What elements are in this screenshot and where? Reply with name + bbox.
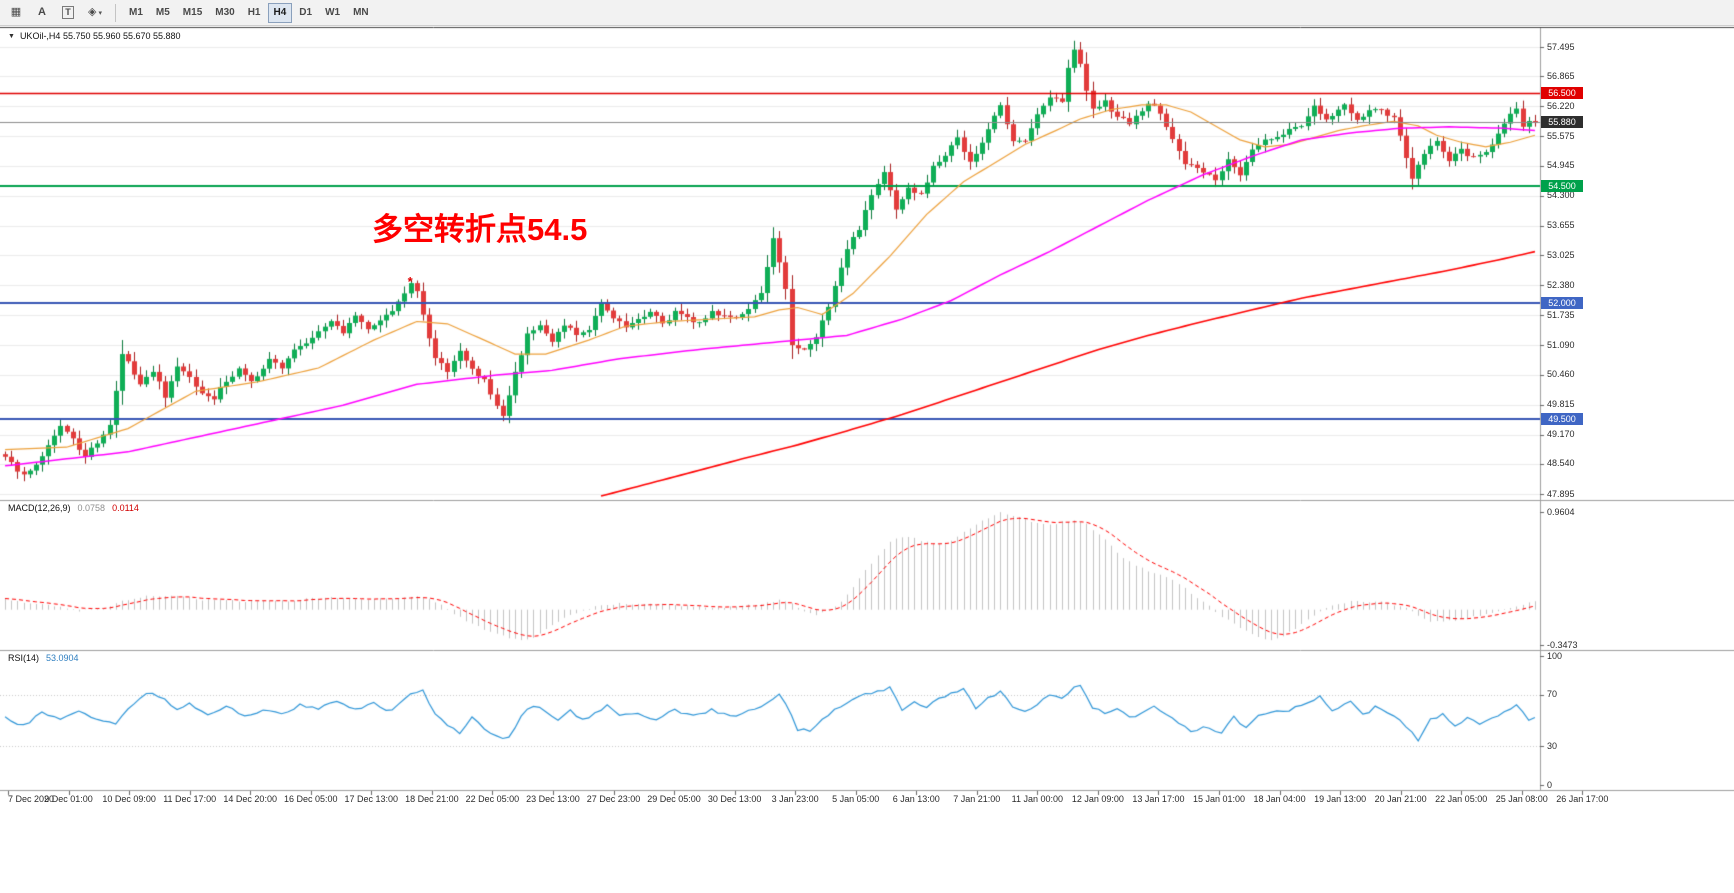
- price-axis-label: 51.090: [1547, 339, 1575, 350]
- timeframe-button-w1[interactable]: W1: [325, 7, 341, 18]
- timeframe-button-h4[interactable]: H4: [267, 2, 293, 23]
- toolbar-separator: [114, 3, 116, 22]
- time-axis-label: 17 Dec 13:00: [344, 794, 399, 804]
- time-axis-label: 11 Dec 17:00: [163, 794, 217, 804]
- shapes-tool-button[interactable]: ◈ ▾: [82, 3, 108, 23]
- time-axis-label: 9 Dec 01:00: [44, 794, 93, 804]
- rsi-axis-label: 0: [1547, 779, 1553, 790]
- timeframe-button-m5[interactable]: M5: [155, 7, 170, 18]
- macd-name: MACD(12,26,9): [8, 503, 71, 513]
- price-axis-label: 53.025: [1547, 249, 1575, 260]
- price-axis-label: 56.865: [1547, 70, 1575, 81]
- symbol-ohlc-line: ▼ UKOil-,H4 55.750 55.960 55.670 55.880: [8, 31, 181, 41]
- price-axis-label: 54.300: [1547, 190, 1575, 201]
- rsi-axis-label: 100: [1547, 650, 1563, 661]
- time-axis-label: 6 Jan 13:00: [892, 794, 940, 804]
- rsi-axis-label: 30: [1547, 740, 1558, 751]
- price-axis-label: 55.575: [1547, 130, 1575, 141]
- timeframe-button-m15[interactable]: M15: [182, 7, 203, 18]
- price-axis-label: 50.460: [1547, 369, 1575, 380]
- price-axis-label: 49.815: [1547, 399, 1575, 410]
- price-axis-label: 52.380: [1547, 279, 1575, 290]
- time-axis-label: 16 Dec 05:00: [283, 794, 338, 804]
- price-badge: 56.500: [1541, 87, 1583, 100]
- time-axis-label: 19 Jan 13:00: [1314, 794, 1367, 804]
- price-axis-label: 56.220: [1547, 100, 1575, 111]
- timeframe-button-m30[interactable]: M30: [215, 7, 235, 18]
- draw-toolbar: ▦ A T ◈ ▾: [4, 3, 108, 23]
- time-axis-label: 29 Dec 05:00: [647, 794, 701, 804]
- shapes-icon: ◈: [88, 6, 97, 18]
- time-axis-label: 22 Dec 05:00: [465, 794, 520, 804]
- grid-icon: ▦: [10, 6, 22, 18]
- timeframe-toolbar: M1 M5 M15 M30 H1 H4 D1 W1 MN: [123, 2, 375, 23]
- chart-annotation-text: 多空转折点54.5: [372, 212, 588, 247]
- label-icon: T: [62, 6, 74, 19]
- rsi-axis-label: 70: [1547, 689, 1558, 700]
- symbol-ohlc-text: UKOil-,H4 55.750 55.960 55.670 55.880: [19, 31, 181, 41]
- time-axis-label: 26 Jan 17:00: [1556, 794, 1609, 804]
- time-axis-label: 5 Jan 05:00: [832, 794, 880, 804]
- timeframe-button-m1[interactable]: M1: [128, 7, 143, 18]
- rsi-indicator-label: RSI(14) 53.0904: [8, 653, 79, 663]
- time-axis-label: 7 Dec 2020: [8, 794, 55, 804]
- time-axis-label: 23 Dec 13:00: [526, 794, 580, 804]
- price-badge: 52.000: [1541, 296, 1583, 309]
- time-axis-label: 20 Jan 21:00: [1374, 794, 1427, 804]
- macd-value-signal: 0.0114: [112, 503, 139, 513]
- time-axis-label: 12 Jan 09:00: [1071, 794, 1124, 804]
- price-badge: 55.880: [1541, 116, 1583, 129]
- timeframe-button-mn[interactable]: MN: [353, 7, 369, 18]
- price-axis-label: 54.945: [1547, 160, 1575, 171]
- time-axis-label: 7 Jan 21:00: [953, 794, 1001, 804]
- price-axis-label: 47.895: [1547, 488, 1575, 499]
- time-axis-label: 30 Dec 13:00: [707, 794, 762, 804]
- time-axis-label: 18 Dec 21:00: [405, 794, 459, 804]
- time-axis-label: 18 Jan 04:00: [1253, 794, 1306, 804]
- price-axis-label: 49.170: [1547, 429, 1575, 440]
- time-axis-label: 25 Jan 08:00: [1495, 794, 1548, 804]
- time-axis-label: 27 Dec 23:00: [586, 794, 641, 804]
- grid-tool-button[interactable]: ▦: [4, 3, 28, 23]
- time-axis-label: 22 Jan 05:00: [1435, 794, 1488, 804]
- rsi-name: RSI(14): [8, 653, 40, 663]
- time-axis-label: 14 Dec 20:00: [223, 794, 277, 804]
- label-tool-button[interactable]: T: [56, 3, 80, 23]
- price-axis-label: 48.540: [1547, 458, 1575, 469]
- price-axis-label: 53.655: [1547, 220, 1575, 231]
- rsi-value: 53.0904: [46, 653, 79, 663]
- macd-axis-label: 0.9604: [1547, 506, 1575, 517]
- price-axis-label: 57.495: [1547, 41, 1575, 52]
- chevron-down-icon: ▾: [98, 9, 102, 17]
- toolbar: ▦ A T ◈ ▾ M1 M5 M15 M30 H1 H4 D1 W1 MN: [0, 0, 1734, 26]
- chart-marker-icon: *: [407, 273, 413, 289]
- text-icon: A: [38, 6, 46, 18]
- time-axis-label: 15 Jan 01:00: [1192, 794, 1246, 804]
- macd-value-main: 0.0758: [77, 503, 106, 513]
- timeframe-button-h1[interactable]: H1: [247, 7, 261, 18]
- timeframe-button-d1[interactable]: D1: [299, 7, 313, 18]
- time-axis-label: 11 Jan 00:00: [1011, 794, 1064, 804]
- time-axis-label: 3 Jan 23:00: [771, 794, 819, 804]
- price-axis-label: 51.735: [1547, 309, 1575, 320]
- price-badge: 49.500: [1541, 413, 1583, 426]
- macd-axis-label: -0.3473: [1547, 639, 1578, 650]
- symbol-dropdown-icon[interactable]: ▼: [8, 32, 15, 40]
- price-badge: 54.500: [1541, 180, 1583, 193]
- time-axis-label: 13 Jan 17:00: [1132, 794, 1185, 804]
- time-axis-label: 10 Dec 09:00: [102, 794, 156, 804]
- text-tool-button[interactable]: A: [30, 3, 54, 23]
- macd-indicator-label: MACD(12,26,9) 0.0758 0.0114: [8, 503, 139, 513]
